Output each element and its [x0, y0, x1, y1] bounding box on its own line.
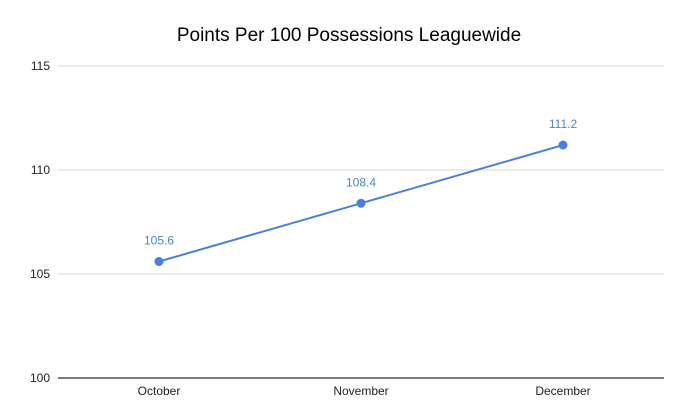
y-tick-label-110: 110	[31, 163, 50, 177]
x-tick-label-december: December	[535, 384, 590, 398]
y-tick-label-115: 115	[31, 59, 50, 73]
data-label-december: 111.2	[549, 117, 578, 131]
data-point-december	[558, 140, 568, 150]
data-label-october: 105.6	[144, 234, 174, 248]
gridlines	[58, 65, 664, 379]
y-axis-tick-labels: 100 105 110 115	[30, 59, 50, 385]
x-tick-label-november: November	[333, 384, 388, 398]
data-series: 105.6 108.4 111.2	[144, 117, 578, 267]
x-tick-label-october: October	[138, 384, 181, 398]
chart-title: Points Per 100 Possessions Leaguewide	[177, 25, 521, 46]
y-tick-label-105: 105	[30, 267, 50, 281]
y-tick-label-100: 100	[30, 371, 50, 385]
data-point-october	[154, 257, 164, 267]
data-label-november: 108.4	[346, 175, 376, 189]
x-axis-tick-labels: October November December	[138, 384, 591, 398]
data-point-november	[356, 198, 366, 208]
